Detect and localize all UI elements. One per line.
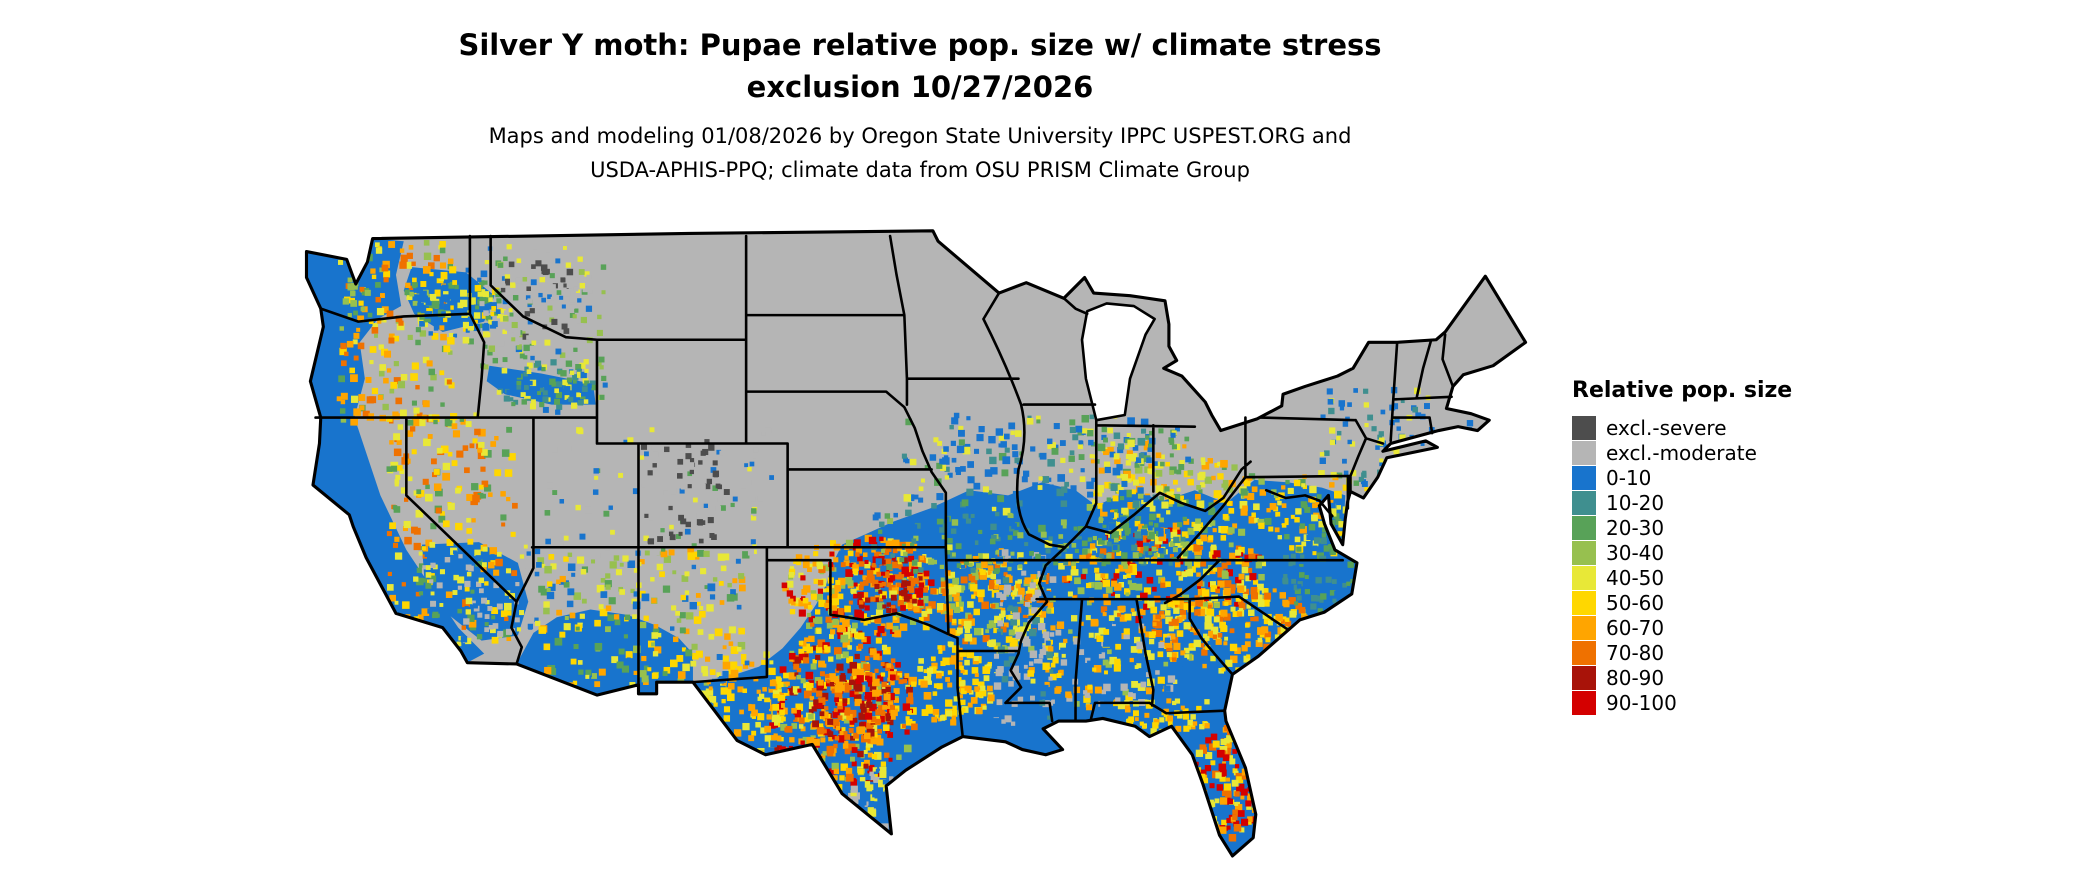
legend-swatch: [1572, 515, 1596, 540]
legend-item: 0-10: [1572, 465, 1792, 490]
legend-item-label: 40-50: [1606, 565, 1665, 590]
legend-item-label: 30-40: [1606, 540, 1665, 565]
legend-item-label: 90-100: [1606, 690, 1677, 715]
legend-swatch: [1572, 440, 1596, 465]
legend-item: excl.-moderate: [1572, 440, 1792, 465]
map-subtitle-line2: USDA-APHIS-PPQ; climate data from OSU PR…: [590, 157, 1250, 182]
legend-item: 40-50: [1572, 565, 1792, 590]
legend-item: 20-30: [1572, 515, 1792, 540]
legend-item-label: 20-30: [1606, 515, 1665, 540]
legend: Relative pop. size excl.-severe excl.-mo…: [1572, 378, 1792, 715]
suitable-region-southwest: [516, 609, 693, 696]
map-title-line2: exclusion 10/27/2026: [746, 70, 1094, 105]
legend-swatch: [1572, 565, 1596, 590]
legend-item: 80-90: [1572, 665, 1792, 690]
legend-item-label: 0-10: [1606, 465, 1652, 490]
legend-item-label: 60-70: [1606, 615, 1665, 640]
land-fill: [306, 230, 1526, 856]
legend-swatch: [1572, 615, 1596, 640]
legend-item-label: 50-60: [1606, 590, 1665, 615]
legend-item-label: excl.-severe: [1606, 415, 1727, 440]
legend-item: 70-80: [1572, 640, 1792, 665]
legend-item-label: 10-20: [1606, 490, 1665, 515]
legend-item: 90-100: [1572, 690, 1792, 715]
legend-item: 60-70: [1572, 615, 1792, 640]
legend-swatch: [1572, 415, 1596, 440]
legend-swatch: [1572, 465, 1596, 490]
map-title-line1: Silver Y moth: Pupae relative pop. size …: [458, 28, 1382, 62]
lake-michigan: [1080, 302, 1156, 422]
legend-swatch: [1572, 590, 1596, 615]
legend-item: 50-60: [1572, 590, 1792, 615]
legend-swatch: [1572, 640, 1596, 665]
legend-item: excl.-severe: [1572, 415, 1792, 440]
legend-item-label: excl.-moderate: [1606, 440, 1757, 465]
legend-title: Relative pop. size: [1572, 378, 1793, 403]
map-title: Silver Y moth: Pupae relative pop. size …: [458, 24, 1381, 108]
us-outline: [304, 229, 1528, 858]
map-subtitle-line1: Maps and modeling 01/08/2026 by Oregon S…: [488, 124, 1352, 148]
state-borders: [314, 234, 1455, 738]
legend-swatch: [1572, 540, 1596, 565]
us-map-svg: [304, 229, 1528, 858]
legend-swatch: [1572, 690, 1596, 715]
legend-swatch: [1572, 665, 1596, 690]
legend-item-label: 80-90: [1606, 665, 1665, 690]
legend-swatch: [1572, 490, 1596, 515]
map-subtitle: Maps and modeling 01/08/2026 by Oregon S…: [489, 120, 1352, 187]
us-map: [300, 218, 1545, 883]
legend-item-label: 70-80: [1606, 640, 1665, 665]
legend-item: 10-20: [1572, 490, 1792, 515]
legend-item: 30-40: [1572, 540, 1792, 565]
